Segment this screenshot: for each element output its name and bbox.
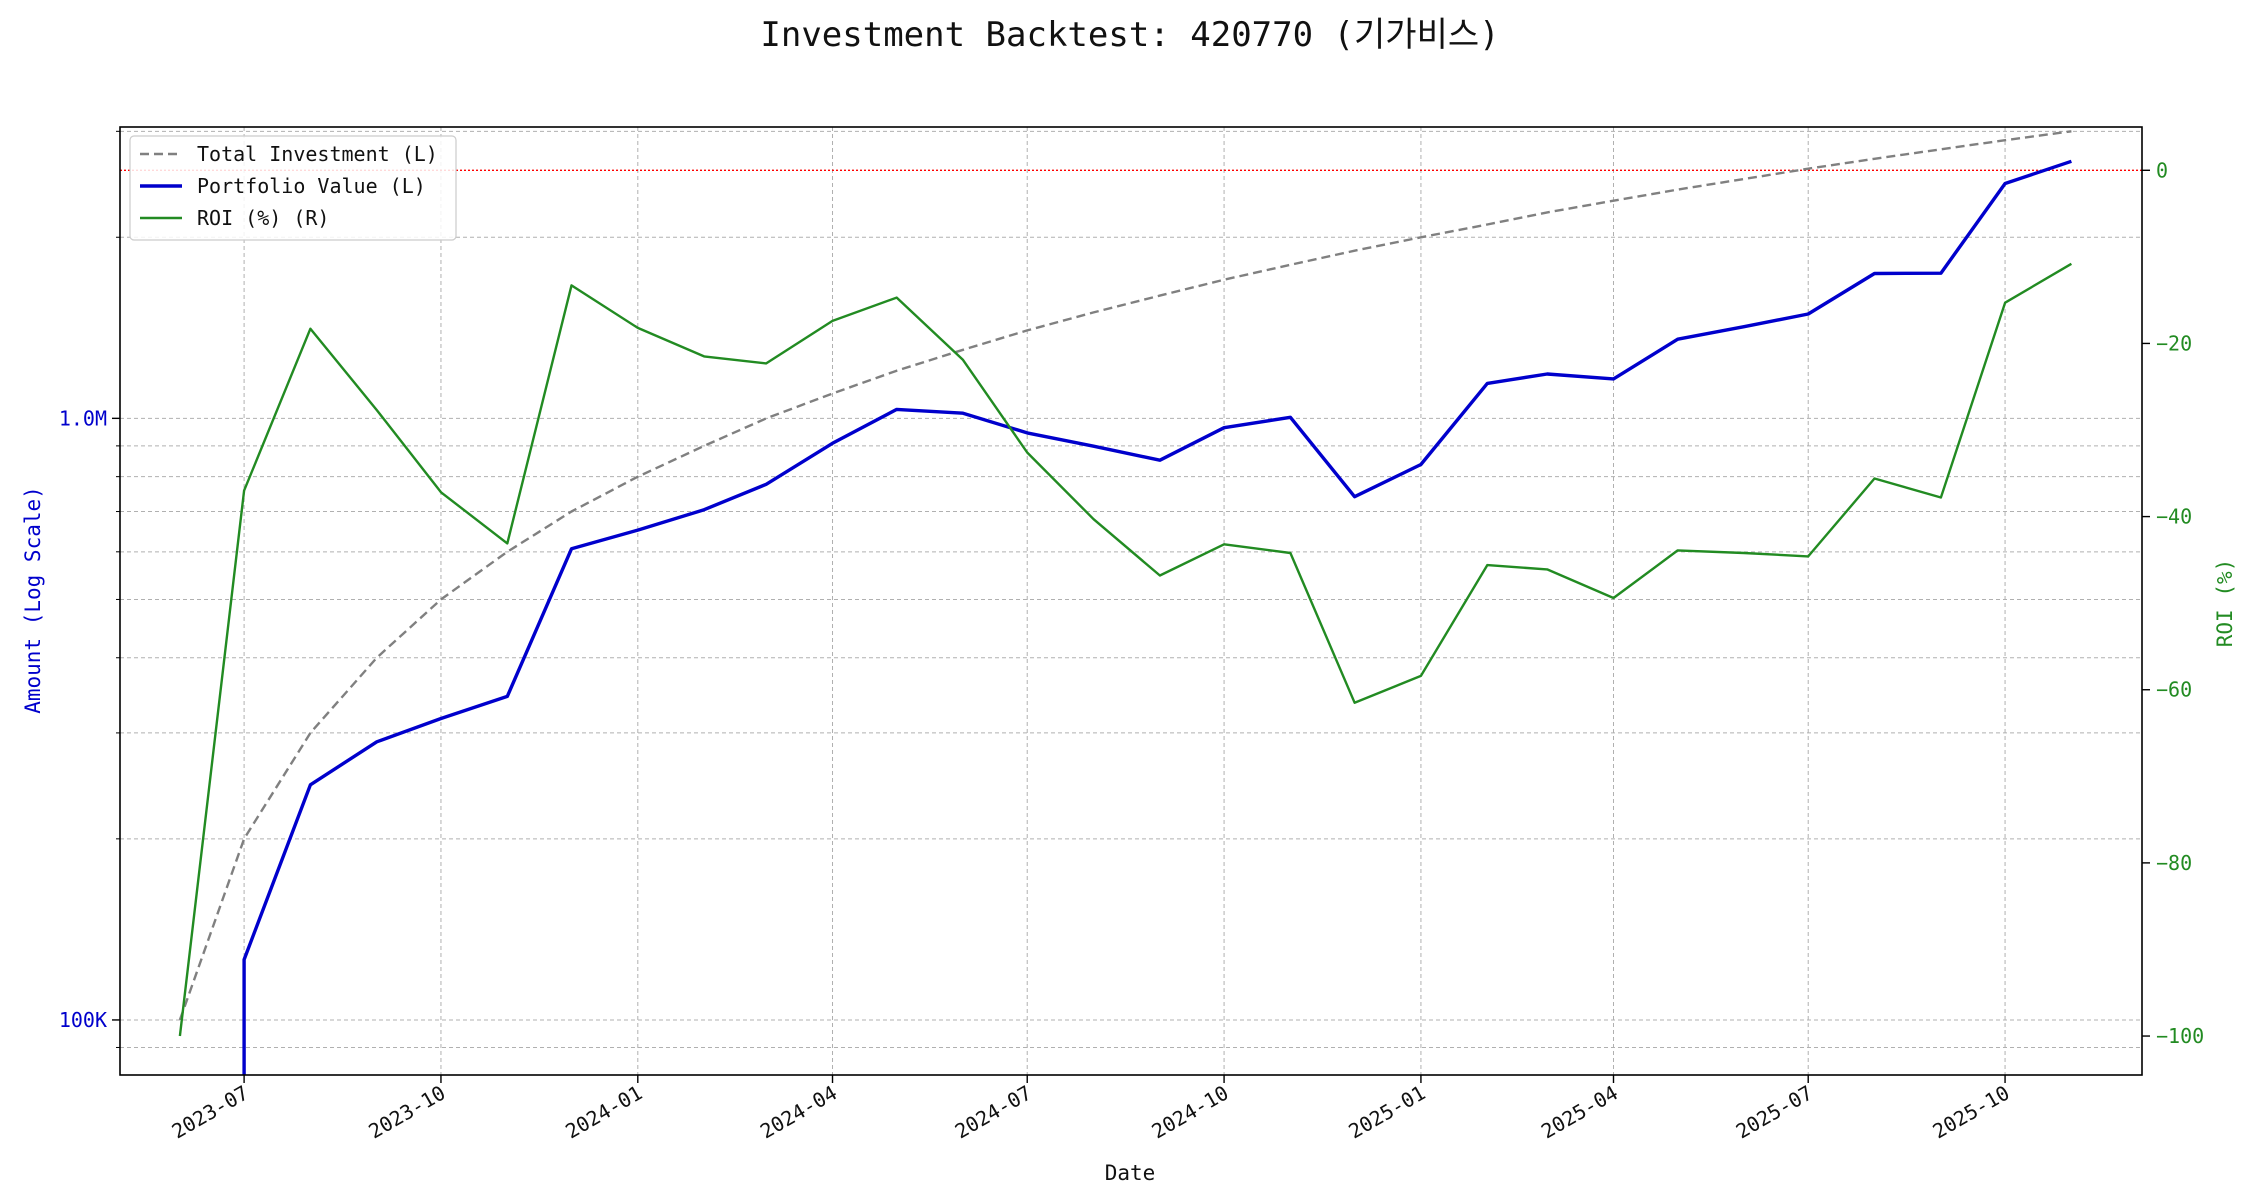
x-tick-label: 2025-04: [1537, 1081, 1622, 1144]
legend-entry: ROI (%) (R): [197, 206, 329, 230]
legend-box: [129, 135, 457, 241]
right-y-axis-label: ROI (%): [2213, 559, 2237, 648]
grid: [120, 127, 2142, 1075]
x-axis: 2023-07 2023-10 2024-01 2024-04 2024-07 2024-…: [168, 1075, 2014, 1143]
left-y-axis-label: Amount (Log Scale): [21, 486, 45, 714]
left-y-tick-label: 100K: [59, 1008, 107, 1032]
x-tick-label: 2023-07: [168, 1081, 253, 1144]
right-y-tick-label: −40: [2156, 505, 2192, 529]
legend: Total Investment (L) Portfolio Value (L) R…: [129, 135, 457, 241]
portfolio-value-line: [242, 159, 2072, 1075]
legend-entry: Total Investment (L): [197, 142, 438, 166]
x-tick-label: 2024-10: [1148, 1081, 1233, 1144]
x-tick-label: 2025-10: [1929, 1081, 2014, 1144]
right-y-tick-label: 0: [2156, 158, 2168, 182]
right-y-tick-label: −20: [2156, 331, 2192, 355]
right-y-axis: 0 −20 −40 −60 −80 −100: [2142, 158, 2204, 1048]
legend-entry: Portfolio Value (L): [197, 174, 426, 198]
x-tick-label: 2024-07: [951, 1081, 1036, 1144]
x-tick-label: 2024-01: [561, 1081, 646, 1144]
left-y-tick-label: 1.0M: [59, 406, 107, 430]
x-tick-label: 2025-07: [1732, 1081, 1817, 1144]
right-y-tick-label: −60: [2156, 678, 2192, 702]
left-y-axis: 100K 1.0M: [59, 130, 120, 1048]
series: [178, 130, 2073, 1075]
roi-line: [178, 262, 2073, 1037]
x-tick-label: 2023-10: [364, 1081, 449, 1144]
right-y-tick-label: −80: [2156, 851, 2192, 875]
x-tick-label: 2024-04: [756, 1081, 841, 1144]
x-axis-label: Date: [1105, 1161, 1156, 1185]
plot-area-frame: [119, 126, 2143, 1076]
total-investment-line: [178, 130, 2072, 1021]
right-y-tick-label: −100: [2156, 1024, 2204, 1048]
chart-title: Investment Backtest: 420770 (기가비스): [760, 15, 1499, 55]
x-tick-label: 2025-01: [1344, 1081, 1429, 1144]
